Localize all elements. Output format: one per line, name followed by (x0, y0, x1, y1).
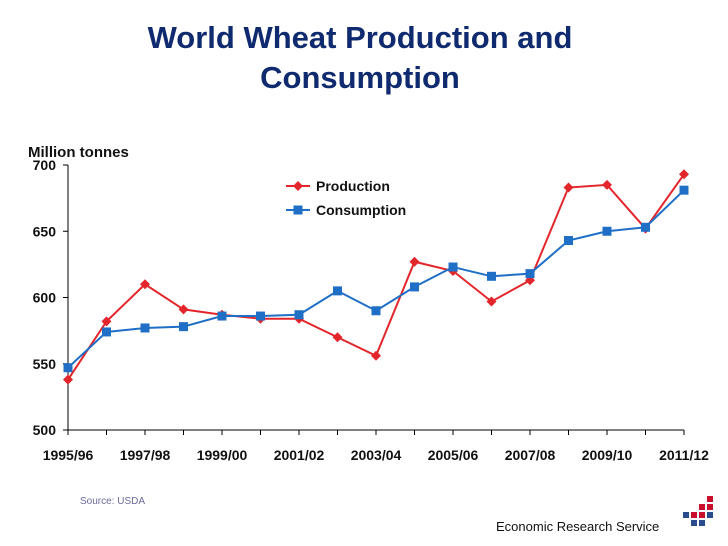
legend-marker (293, 181, 303, 191)
production-point (101, 316, 112, 327)
consumption-point (294, 310, 304, 320)
y-axis-label: Million tonnes (28, 144, 129, 161)
consumption-point (333, 286, 342, 296)
x-tick-label: 1997/98 (120, 447, 171, 463)
production-point (178, 304, 189, 315)
production-point (140, 279, 150, 290)
legend-label: Production (316, 178, 390, 194)
consumption-point (102, 327, 111, 337)
production-point (602, 179, 612, 190)
production-point (486, 296, 497, 307)
y-tick-label: 550 (33, 356, 57, 372)
consumption-point (63, 363, 73, 373)
consumption-point (410, 282, 419, 292)
y-tick-label: 650 (33, 223, 57, 239)
consumption-point (140, 323, 150, 333)
consumption-point (179, 322, 188, 332)
x-tick-label: 2011/12 (659, 447, 709, 463)
production-point (332, 332, 343, 343)
consumption-point (217, 311, 227, 321)
x-tick-label: 2007/08 (505, 447, 556, 463)
legend-marker (293, 205, 303, 215)
consumption-point (641, 222, 650, 232)
consumption-point (448, 262, 458, 272)
production-point (63, 374, 73, 385)
consumption-point (256, 311, 265, 321)
consumption-point (602, 226, 612, 236)
legend-label: Consumption (316, 202, 406, 218)
source-note: Source: USDA (80, 496, 146, 507)
production-point (679, 169, 689, 180)
footer-credit: Economic Research Service (496, 519, 660, 534)
consumption-point (564, 236, 573, 246)
x-tick-label: 2005/06 (428, 447, 479, 463)
production-point (563, 182, 574, 193)
x-tick-label: 2001/02 (274, 447, 325, 463)
consumption-point (679, 185, 689, 195)
chart-title: World Wheat Production and Consumption (147, 20, 573, 95)
consumption-point (525, 269, 535, 279)
x-tick-label: 2009/10 (582, 447, 633, 463)
ers-logo-icon (683, 496, 713, 526)
x-tick-label: 1999/00 (197, 447, 248, 463)
y-tick-label: 600 (33, 290, 57, 306)
consumption-point (487, 271, 496, 281)
production-point (371, 350, 381, 361)
y-tick-label: 700 (33, 157, 57, 173)
consumption-point (371, 306, 381, 316)
x-tick-label: 1995/96 (43, 447, 94, 463)
y-tick-label: 500 (33, 422, 57, 438)
x-tick-label: 2003/04 (351, 447, 402, 463)
production-point (409, 256, 420, 267)
